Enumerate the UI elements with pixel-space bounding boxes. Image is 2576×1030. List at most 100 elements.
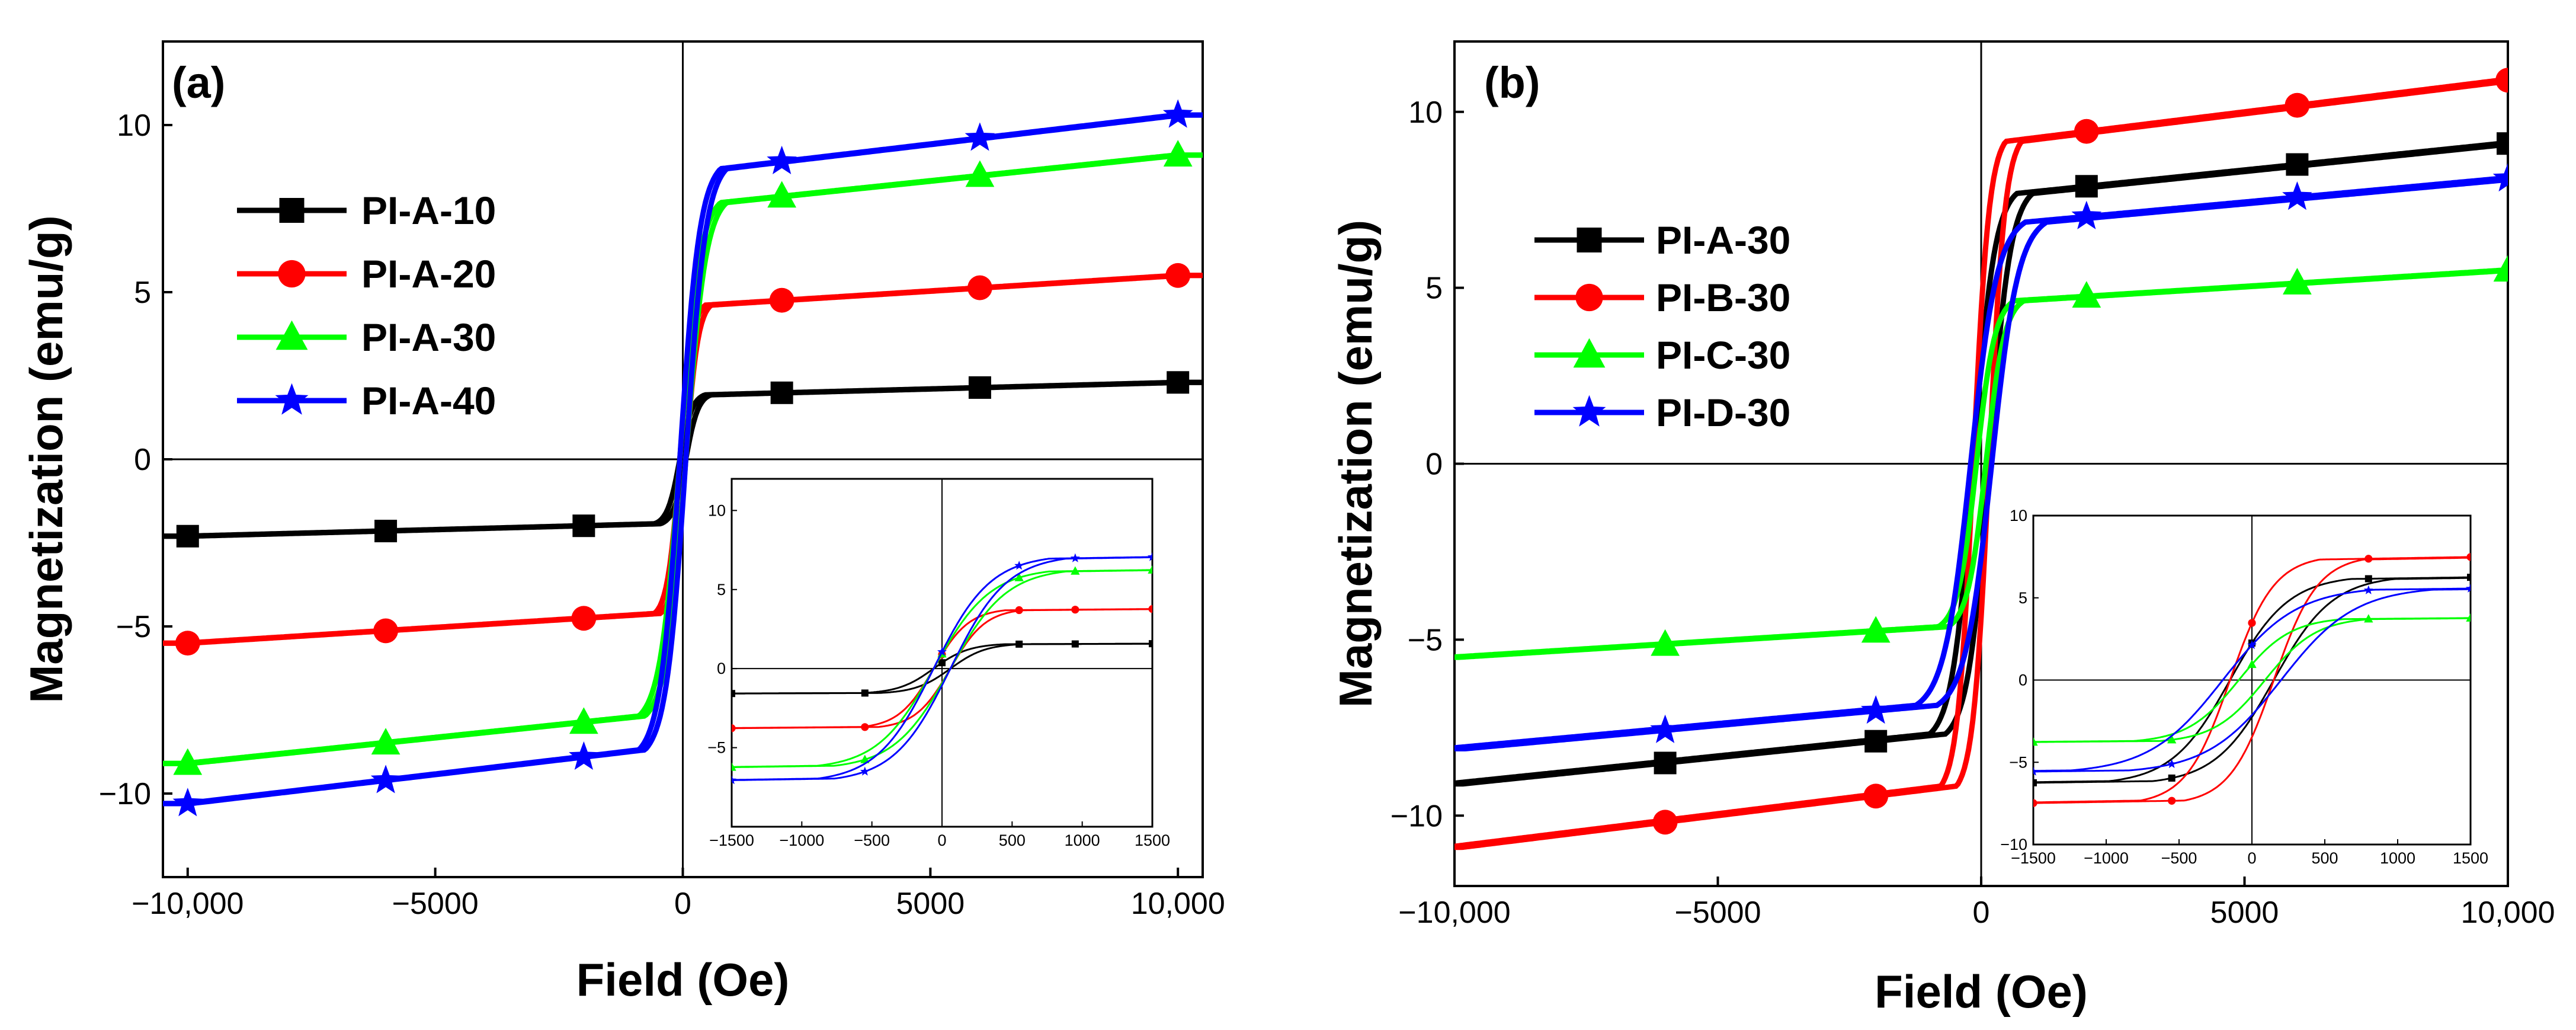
inset-data-point-PI-B-30 bbox=[2033, 799, 2037, 807]
data-point-PI-C-30 bbox=[2283, 267, 2312, 295]
inset-data-point-PI-C-30 bbox=[2364, 614, 2373, 623]
inset-data-point-PI-A-30 bbox=[2168, 774, 2175, 782]
x-tick-label: −10,000 bbox=[1398, 895, 1510, 930]
inset-y-tick-label: −5 bbox=[707, 739, 726, 757]
y-tick-label: −10 bbox=[99, 777, 151, 811]
inset-y-tick-label: 0 bbox=[717, 660, 726, 677]
data-point-PI-A-30 bbox=[2286, 153, 2309, 176]
inset-y-tick-label: −10 bbox=[2000, 836, 2027, 853]
inset-y-tick-label: 0 bbox=[2018, 671, 2027, 689]
data-point-PI-B-30 bbox=[2495, 68, 2508, 93]
inset-data-point-PI-A-40 bbox=[1148, 552, 1152, 561]
data-point-PI-B-30 bbox=[1652, 810, 1678, 835]
legend-marker bbox=[275, 383, 309, 415]
panel-label: (b) bbox=[1484, 58, 1540, 107]
inset-x-tick-label: −1500 bbox=[2011, 849, 2056, 867]
panel-label: (a) bbox=[172, 58, 225, 107]
inset-y-tick-label: −5 bbox=[2009, 753, 2027, 771]
inset-x-tick-label: −1000 bbox=[2084, 849, 2129, 867]
panel-a: −10,000 −5000 0 5000 10,000 −10 −5 0 5 10 Field (O… bbox=[20, 40, 1225, 1006]
inset-data-point-PI-A-20 bbox=[1148, 605, 1152, 613]
series-line-PI-C-30 bbox=[1454, 267, 2508, 660]
y-tick-label: −5 bbox=[1408, 623, 1443, 657]
inset-data-point-PI-A-30 bbox=[1148, 565, 1152, 574]
y-axis-title: Magnetization (emu/g) bbox=[1329, 220, 1382, 708]
data-point-PI-D-30 bbox=[2071, 200, 2102, 229]
inset-data-point-PI-A-10 bbox=[1071, 640, 1079, 648]
data-point-PI-D-30 bbox=[1860, 695, 1891, 724]
inset-data-point-PI-A-40 bbox=[937, 647, 947, 656]
data-point-PI-C-30 bbox=[2072, 281, 2101, 308]
data-point-PI-A-40 bbox=[767, 145, 797, 174]
inset-data-point-PI-A-30 bbox=[2467, 574, 2471, 581]
inset-curves bbox=[732, 552, 1152, 785]
inset-x-tick-label: 1000 bbox=[1065, 831, 1100, 849]
data-point-PI-A-10 bbox=[968, 376, 991, 399]
inset-data-point-PI-D-30 bbox=[2466, 583, 2471, 593]
inset-data-point-PI-D-30 bbox=[2033, 766, 2038, 776]
inset-x-tick-label: 1500 bbox=[1135, 831, 1170, 849]
data-point-PI-B-30 bbox=[1863, 783, 1889, 809]
y-tick-label: 5 bbox=[134, 276, 151, 310]
inset-data-point-PI-A-20 bbox=[861, 723, 869, 731]
data-point-PI-B-30 bbox=[2285, 92, 2310, 118]
inset-x-tick-label: 0 bbox=[2247, 849, 2256, 867]
y-tick-label: 5 bbox=[1425, 271, 1443, 306]
y-tick-label: 0 bbox=[134, 443, 151, 477]
inset-data-point-PI-A-10 bbox=[938, 659, 946, 667]
data-point-PI-A-40 bbox=[569, 741, 599, 770]
data-point-PI-A-10 bbox=[176, 524, 199, 548]
data-point-PI-A-40 bbox=[965, 122, 995, 151]
y-tick-label: 10 bbox=[117, 108, 151, 143]
data-point-PI-C-30 bbox=[1651, 629, 1680, 656]
data-point-PI-A-30 bbox=[1163, 140, 1193, 167]
inset-x-tick-label: 1500 bbox=[2453, 849, 2488, 867]
inset-data-point-PI-A-40 bbox=[1014, 561, 1024, 570]
data-point-PI-A-20 bbox=[769, 287, 794, 313]
data-point-PI-A-20 bbox=[571, 606, 597, 631]
inset-plot: −1500 −1000 −500 0 500 1000 1500 −5 0 5 10 bbox=[707, 478, 1170, 849]
x-tick-label: 10,000 bbox=[1131, 887, 1225, 921]
inset-x-tick-label: 500 bbox=[2311, 849, 2338, 867]
data-point-PI-A-20 bbox=[175, 631, 200, 656]
inset-x-tick-label: −1500 bbox=[709, 831, 754, 849]
data-point-PI-A-40 bbox=[1162, 99, 1193, 128]
inset-y-tick-label: 10 bbox=[708, 501, 726, 519]
inset-data-point-PI-C-30 bbox=[2167, 735, 2177, 744]
inset-data-point-PI-A-20 bbox=[1015, 606, 1023, 615]
x-tick-label: −10,000 bbox=[132, 887, 243, 921]
legend-marker bbox=[1575, 283, 1603, 312]
inset-data-point-PI-A-30 bbox=[1014, 572, 1024, 581]
data-point-PI-A-10 bbox=[572, 514, 595, 538]
inset-data-point-PI-D-30 bbox=[2247, 640, 2257, 650]
legend-marker bbox=[275, 320, 308, 350]
data-point-PI-A-30 bbox=[2075, 175, 2098, 198]
inset-plot: −1500 −1000 −500 0 500 1000 1500 −10 −5 0 5 10 bbox=[2000, 507, 2488, 867]
data-point-PI-A-30 bbox=[2497, 132, 2508, 155]
data-point-PI-A-30 bbox=[1864, 730, 1888, 753]
x-tick-label: 10,000 bbox=[2460, 895, 2555, 930]
legend-label: PI-D-30 bbox=[1656, 391, 1790, 434]
x-tick-label: −5000 bbox=[1674, 895, 1761, 930]
inset-data-point-PI-A-40 bbox=[860, 766, 870, 776]
inset-curves bbox=[2033, 553, 2471, 807]
data-point-PI-A-30 bbox=[1654, 751, 1677, 775]
legend-marker bbox=[1573, 338, 1606, 368]
inset-data-point-PI-A-40 bbox=[732, 775, 736, 785]
inset-x-tick-label: 500 bbox=[999, 831, 1026, 849]
x-axis-title: Field (Oe) bbox=[576, 954, 790, 1006]
data-point-PI-A-30 bbox=[569, 707, 598, 734]
x-tick-label: −5000 bbox=[392, 887, 479, 921]
inset-x-tick-label: −500 bbox=[2161, 849, 2197, 867]
inset-data-point-PI-B-30 bbox=[2168, 797, 2176, 805]
inset-data-point-PI-A-10 bbox=[1015, 640, 1023, 648]
inset-data-point-PI-A-40 bbox=[1070, 553, 1080, 562]
inset-x-tick-label: 1000 bbox=[2380, 849, 2415, 867]
x-tick-label: 5000 bbox=[896, 887, 965, 921]
inset-y-tick-label: 5 bbox=[717, 581, 726, 599]
data-point-PI-A-20 bbox=[967, 275, 992, 300]
inset-data-point-PI-A-10 bbox=[1149, 640, 1152, 648]
inset-data-point-PI-A-30 bbox=[2364, 575, 2372, 583]
data-point-PI-A-10 bbox=[374, 520, 398, 543]
